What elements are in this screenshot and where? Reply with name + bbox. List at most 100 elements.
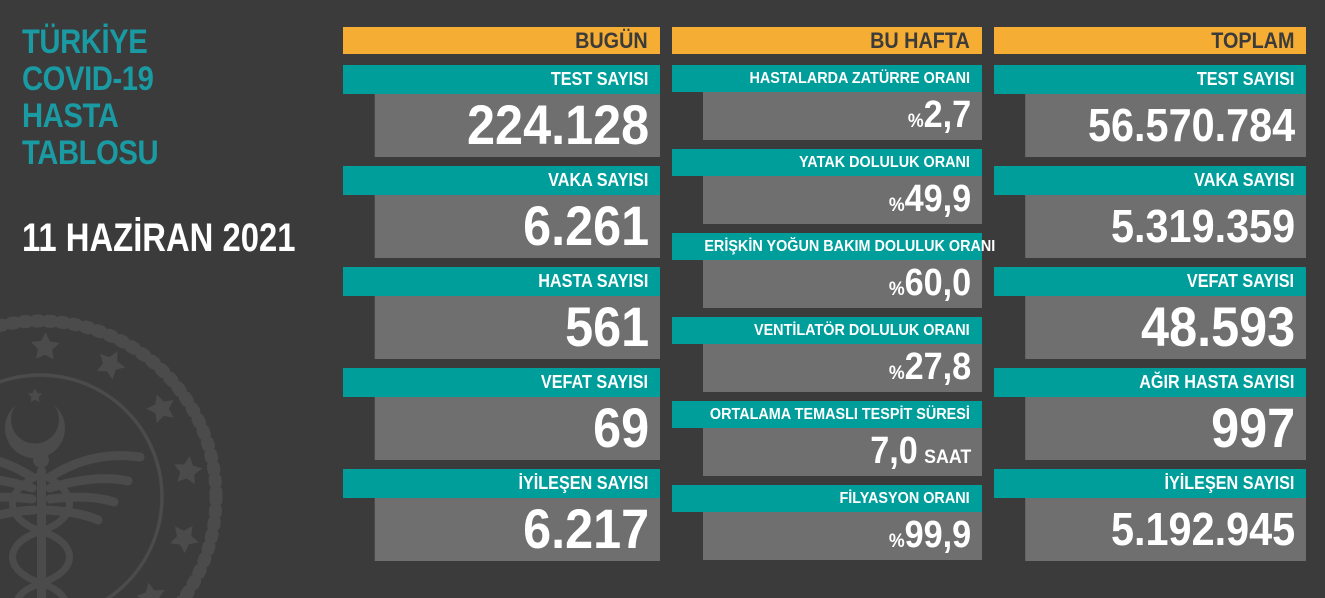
stat-label-strip: VAKA SAYISI <box>343 166 660 195</box>
stat-value: 56.570.784 <box>1025 94 1306 157</box>
rope-ring <box>0 314 223 598</box>
stat-label-strip: VENTİLATÖR DOLULUK ORANI <box>672 317 982 344</box>
stat-number: 60,0 <box>904 262 972 304</box>
stat-label: VEFAT SAYISI <box>540 372 648 392</box>
stat-number: 6.217 <box>523 497 650 560</box>
stat-label-strip: ERİŞKİN YOĞUN BAKIM DOLULUK ORANI <box>672 233 995 260</box>
stat-label: AĞIR HASTA SAYISI <box>1138 372 1294 392</box>
stat-card: VEFAT SAYISI 48.593 <box>994 267 1306 359</box>
stat-label-strip: İYİLEŞEN SAYISI <box>343 469 660 498</box>
stat-value: %60,0 <box>703 260 982 308</box>
cards-list: TEST SAYISI 224.128 VAKA SAYISI 6.261 HASTA … <box>343 65 660 561</box>
column-header: BUGÜN <box>343 27 660 54</box>
stat-value: 561 <box>374 295 660 359</box>
stat-label: HASTA SAYISI <box>537 271 648 291</box>
stats-column-2: TOPLAM TEST SAYISI 56.570.784 VAKA SAYISI 5… <box>994 27 1306 561</box>
stat-value: %49,9 <box>703 176 982 224</box>
cards-list: HASTALARDA ZATÜRRE ORANI %2,7 YATAK DOLULU… <box>672 65 995 560</box>
stat-card: HASTALARDA ZATÜRRE ORANI %2,7 <box>672 65 982 140</box>
title-line: TABLOSU <box>22 134 159 172</box>
stat-number: 561 <box>565 295 650 358</box>
stat-label-strip: ORTALAMA TEMASLI TESPİT SÜRESİ <box>672 401 982 428</box>
stat-number: 69 <box>593 396 650 459</box>
stat-label: ORTALAMA TEMASLI TESPİT SÜRESİ <box>709 406 970 423</box>
stat-label-strip: VAKA SAYISI <box>994 166 1306 195</box>
stat-label-strip: VEFAT SAYISI <box>343 368 660 397</box>
stat-value: 997 <box>1025 397 1306 460</box>
stat-label: ERİŞKİN YOĞUN BAKIM DOLULUK ORANI <box>704 238 996 255</box>
cards-list: TEST SAYISI 56.570.784 VAKA SAYISI 5.319.35… <box>994 65 1306 561</box>
stat-value: 48.593 <box>1025 296 1306 359</box>
stat-label-strip: HASTA SAYISI <box>343 267 660 296</box>
stat-label-strip: AĞIR HASTA SAYISI <box>994 368 1306 397</box>
stat-number: 5.192.945 <box>1111 503 1296 555</box>
stats-columns: BUGÜN TEST SAYISI 224.128 VAKA SAYISI 6.261… <box>343 27 1306 561</box>
column-header: BU HAFTA <box>672 27 982 54</box>
stats-column-1: BU HAFTA HASTALARDA ZATÜRRE ORANI %2,7 YAT… <box>672 27 995 561</box>
stat-value: %27,8 <box>703 344 982 392</box>
stat-label: TEST SAYISI <box>550 69 648 89</box>
stats-column-0: BUGÜN TEST SAYISI 224.128 VAKA SAYISI 6.261… <box>343 27 660 561</box>
stat-number: 6.261 <box>523 194 650 257</box>
stat-card: ERİŞKİN YOĞUN BAKIM DOLULUK ORANI %60,0 <box>672 233 995 308</box>
stat-label: VEFAT SAYISI <box>1186 271 1294 291</box>
stat-label: YATAK DOLULUK ORANI <box>799 154 970 171</box>
stat-label: VENTİLATÖR DOLULUK ORANI <box>754 322 970 339</box>
report-date: 11 HAZİRAN 2021 <box>22 216 296 260</box>
stat-number: 56.570.784 <box>1087 99 1296 151</box>
stat-value: 6.217 <box>374 497 660 561</box>
stat-label-strip: HASTALARDA ZATÜRRE ORANI <box>672 65 982 92</box>
page-title: TÜRKİYE COVID-19 HASTA TABLOSU <box>22 24 355 172</box>
stat-number: 49,9 <box>904 178 972 220</box>
stat-card: HASTA SAYISI 561 <box>343 267 660 359</box>
percent-prefix: % <box>907 110 924 132</box>
title-line: COVID-19 <box>22 60 154 98</box>
stat-value: 7,0 SAAT <box>703 428 982 476</box>
stat-label-strip: YATAK DOLULUK ORANI <box>672 149 982 176</box>
percent-prefix: % <box>888 530 905 552</box>
stat-card: TEST SAYISI 56.570.784 <box>994 65 1306 157</box>
stat-number: 99,9 <box>904 514 972 556</box>
stat-label: İYİLEŞEN SAYISI <box>1164 473 1294 493</box>
stat-card: ORTALAMA TEMASLI TESPİT SÜRESİ 7,0 SAAT <box>672 401 982 476</box>
stat-label: TEST SAYISI <box>1196 69 1294 89</box>
column-header: TOPLAM <box>994 27 1306 54</box>
percent-prefix: % <box>888 362 905 384</box>
stat-value: 69 <box>374 396 660 460</box>
stat-card: VAKA SAYISI 5.319.359 <box>994 166 1306 258</box>
stat-value: 5.192.945 <box>1025 498 1306 561</box>
stat-card: VENTİLATÖR DOLULUK ORANI %27,8 <box>672 317 982 392</box>
title-line: HASTA <box>22 97 119 135</box>
stat-value: 224.128 <box>374 93 660 157</box>
stat-card: VAKA SAYISI 6.261 <box>343 166 660 258</box>
stat-number: 48.593 <box>1141 295 1296 358</box>
stat-card: İYİLEŞEN SAYISI 6.217 <box>343 469 660 561</box>
stat-label-strip: FİLYASYON ORANI <box>672 485 982 512</box>
stat-label-strip: VEFAT SAYISI <box>994 267 1306 296</box>
stat-number: 7,0 <box>870 430 918 472</box>
stat-label: FİLYASYON ORANI <box>839 490 970 507</box>
percent-prefix: % <box>888 278 905 300</box>
stat-number: 224.128 <box>467 93 650 156</box>
title-line: TÜRKİYE <box>22 23 148 61</box>
stat-label-strip: TEST SAYISI <box>994 65 1306 94</box>
stat-value: 5.319.359 <box>1025 195 1306 258</box>
stat-number: 997 <box>1211 396 1296 459</box>
stat-number: 2,7 <box>923 94 972 136</box>
stat-value: %2,7 <box>703 92 982 140</box>
left-panel: TÜRKİYE COVID-19 HASTA TABLOSU 11 HAZİRA… <box>22 24 355 260</box>
stat-card: AĞIR HASTA SAYISI 997 <box>994 368 1306 460</box>
stat-number: 27,8 <box>904 346 972 388</box>
ring-stars <box>30 331 205 598</box>
stat-value: %99,9 <box>703 512 982 560</box>
ministry-of-health-logo <box>0 314 223 598</box>
stat-label: VAKA SAYISI <box>1193 170 1294 190</box>
stat-label-strip: İYİLEŞEN SAYISI <box>994 469 1306 498</box>
stat-card: FİLYASYON ORANI %99,9 <box>672 485 982 560</box>
stat-label: İYİLEŞEN SAYISI <box>518 473 648 493</box>
stat-card: YATAK DOLULUK ORANI %49,9 <box>672 149 982 224</box>
caduceus-icon <box>0 451 145 598</box>
stat-label: VAKA SAYISI <box>547 170 648 190</box>
percent-prefix: % <box>888 194 905 216</box>
